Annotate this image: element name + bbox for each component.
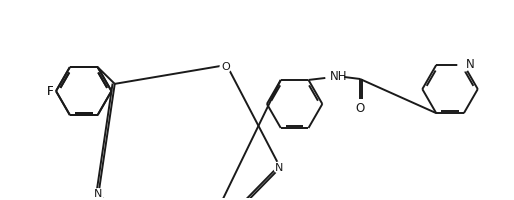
Circle shape bbox=[458, 59, 470, 71]
Text: N: N bbox=[275, 163, 283, 173]
Circle shape bbox=[220, 61, 231, 72]
Circle shape bbox=[274, 162, 285, 173]
Text: F: F bbox=[46, 85, 53, 98]
Text: F: F bbox=[46, 85, 53, 98]
Text: N: N bbox=[94, 189, 102, 199]
Circle shape bbox=[93, 189, 104, 200]
Text: NH: NH bbox=[331, 70, 348, 83]
Text: O: O bbox=[221, 62, 230, 72]
Text: O: O bbox=[355, 102, 364, 115]
Text: N: N bbox=[466, 58, 474, 71]
